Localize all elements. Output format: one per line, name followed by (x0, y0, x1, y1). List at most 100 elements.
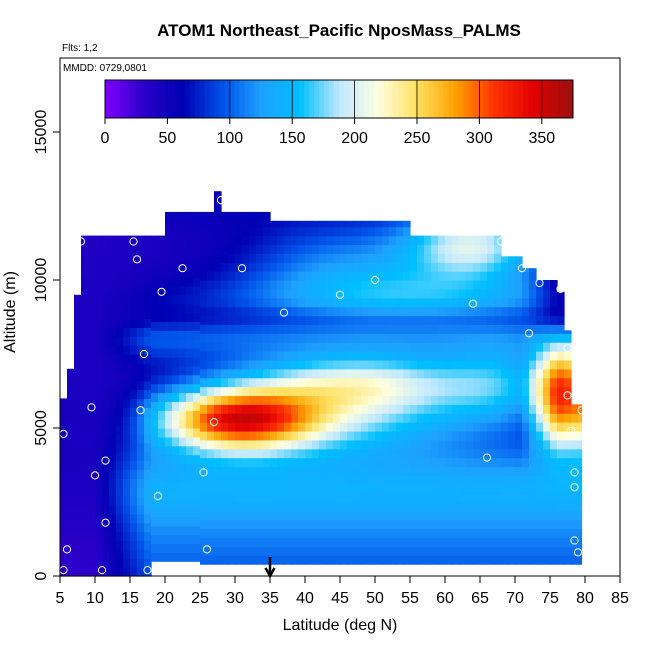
heatmap-cell (431, 395, 439, 405)
heatmap-cell (193, 525, 201, 536)
heatmap-cell (403, 448, 411, 459)
heatmap-cell (557, 457, 565, 468)
heatmap-cell (109, 540, 117, 550)
profile-point (570, 536, 579, 545)
heatmap-cell (109, 531, 117, 542)
profile-point (237, 264, 247, 273)
heatmap-cell (473, 555, 481, 565)
heatmap-cell (543, 422, 551, 432)
heatmap-cell (123, 504, 131, 515)
heatmap-cell (298, 333, 306, 343)
heatmap-cell (543, 386, 551, 397)
heatmap-cell (417, 528, 425, 539)
heatmap-cell (312, 280, 320, 290)
colorbar: 0 50 100 150 200 250 300 350 (101, 79, 574, 147)
heatmap-cell (221, 235, 229, 246)
heatmap-cell (81, 478, 89, 488)
heatmap-cell (354, 413, 362, 423)
heatmap-cell (403, 510, 411, 521)
heatmap-cell (375, 528, 383, 539)
heatmap-cell (242, 342, 250, 352)
heatmap-cell (578, 555, 583, 565)
heatmap-cell (172, 552, 180, 562)
heatmap-cell (242, 306, 250, 317)
heatmap-cell (494, 528, 502, 539)
heatmap-cell (228, 413, 236, 423)
heatmap-cell (221, 271, 229, 281)
heatmap-cell (312, 262, 320, 272)
heatmap-cell (193, 294, 201, 305)
heatmap-cell (151, 259, 159, 269)
heatmap-cell (109, 389, 117, 399)
heatmap-cell (165, 543, 173, 553)
heatmap-cell (487, 351, 495, 361)
heatmap-cell (74, 567, 82, 577)
heatmap-cell (550, 368, 558, 379)
heatmap-cell (473, 368, 481, 379)
heatmap-cell (305, 280, 313, 290)
heatmap-cell (403, 253, 411, 263)
heatmap-cell (312, 324, 320, 334)
heatmap-cell (242, 510, 250, 521)
heatmap-cell (81, 451, 89, 462)
heatmap-cell (403, 235, 411, 246)
heatmap-cell (207, 386, 215, 397)
heatmap-cell (529, 546, 537, 556)
heatmap-cell (529, 395, 537, 405)
heatmap-cell (508, 359, 516, 370)
colorbar-tick-label: 350 (528, 130, 555, 147)
heatmap-cell (200, 475, 208, 485)
heatmap-cell (221, 528, 229, 539)
heatmap-cell (396, 555, 404, 565)
heatmap-cell (340, 413, 348, 423)
heatmap-cell (102, 433, 110, 444)
heatmap-cell (151, 436, 159, 447)
heatmap-cell (207, 404, 215, 414)
heatmap-cell (396, 262, 404, 272)
flights-annotation: Flts: 1,2 (62, 43, 98, 54)
colorbar-segment (139, 80, 146, 118)
heatmap-cell (417, 484, 425, 494)
x-tick-label: 45 (331, 590, 349, 607)
heatmap-cell (179, 339, 187, 349)
heatmap-cell (452, 457, 460, 468)
heatmap-cell (137, 407, 145, 417)
heatmap-cell (536, 333, 544, 343)
heatmap-cell (487, 262, 495, 272)
heatmap-cell (207, 502, 215, 512)
heatmap-cell (557, 342, 565, 352)
heatmap-cell (494, 395, 502, 405)
heatmap-cell (151, 401, 159, 411)
heatmap-cell (158, 374, 166, 385)
heatmap-cell (501, 537, 509, 547)
heatmap-cell (74, 407, 82, 417)
heatmap-cell (256, 457, 264, 468)
heatmap-cell (354, 220, 362, 228)
heatmap-cell (550, 466, 558, 476)
heatmap-cell (375, 368, 383, 379)
heatmap-cell (494, 342, 502, 352)
heatmap-cell (417, 306, 425, 317)
heatmap-cell (81, 567, 89, 577)
heatmap-cell (564, 502, 572, 512)
heatmap-cell (207, 280, 215, 290)
colorbar-segment (119, 80, 126, 118)
heatmap-cell (116, 345, 124, 355)
heatmap-cell (438, 262, 446, 272)
heatmap-cell (403, 333, 411, 343)
heatmap-cell (445, 244, 453, 254)
heatmap-cell (347, 502, 355, 512)
heatmap-cell (459, 359, 467, 370)
heatmap-cell (326, 288, 334, 299)
heatmap-cell (403, 546, 411, 556)
heatmap-cell (270, 235, 278, 246)
heatmap-cell (109, 558, 117, 568)
heatmap-cell (340, 342, 348, 352)
heatmap-cell (473, 315, 481, 325)
heatmap-cell (74, 398, 82, 408)
heatmap-cell (277, 386, 285, 397)
heatmap-cell (564, 430, 572, 441)
heatmap-cell (431, 493, 439, 503)
heatmap-cell (438, 448, 446, 459)
colorbar-segment (498, 80, 504, 118)
